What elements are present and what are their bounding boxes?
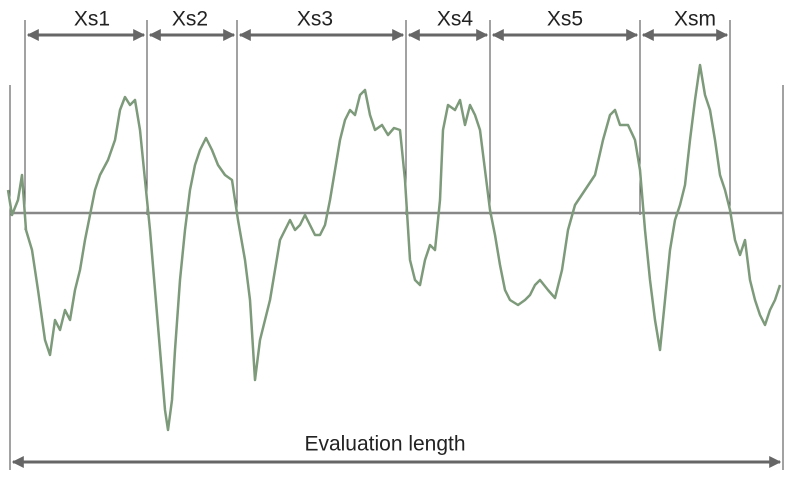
- segment-label: Xsm: [674, 8, 716, 31]
- segment-arrows: [11, 29, 782, 468]
- profile-curve: [6, 63, 782, 432]
- segment-label: Xs3: [297, 8, 333, 31]
- segment-label: Xs1: [74, 8, 110, 31]
- segment-label: Xs4: [437, 8, 474, 31]
- boundary-lines: [9, 20, 784, 470]
- segment-label: Xs5: [547, 8, 583, 31]
- evaluation-length-label: Evaluation length: [304, 433, 465, 456]
- segment-label: Xs2: [172, 8, 208, 31]
